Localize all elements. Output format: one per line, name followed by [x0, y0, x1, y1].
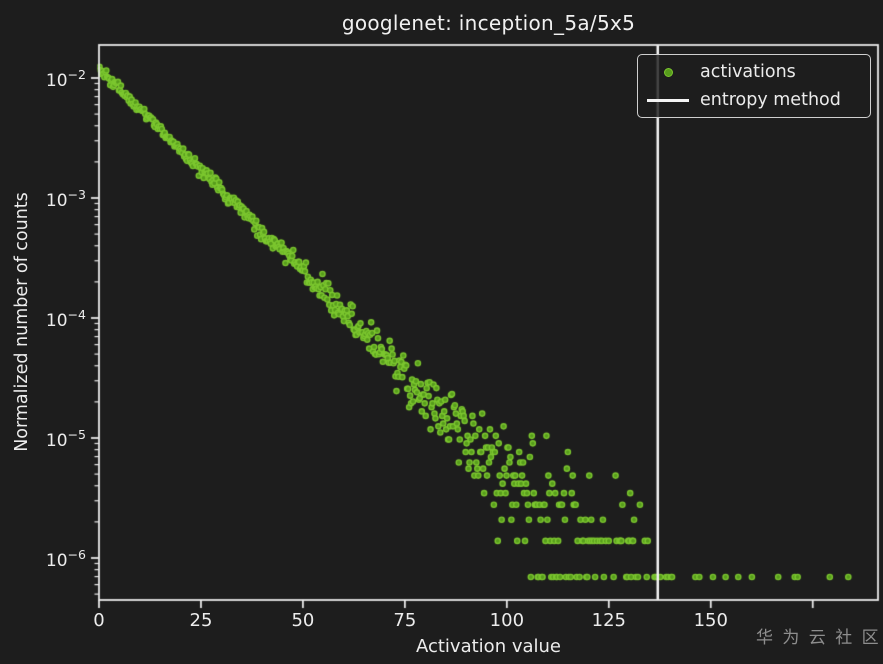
legend-label-entropy-method: entropy method: [700, 90, 841, 110]
x-axis-label: Activation value: [415, 636, 561, 657]
x-tick-label: 75: [393, 610, 417, 631]
x-tick-label: 125: [591, 610, 626, 631]
legend-label-activations: activations: [700, 62, 796, 82]
x-tick-label: 100: [489, 610, 525, 631]
legend-item-entropy-method: entropy method: [644, 87, 866, 113]
y-tick-label: 10−2: [45, 67, 86, 91]
chart-title: googlenet: inception_5a/5x5: [341, 11, 636, 35]
y-tick-label: 10−6: [45, 547, 86, 571]
legend-item-activations: activations: [644, 59, 866, 85]
y-tick-label: 10−5: [45, 427, 86, 451]
legend: activations entropy method: [637, 54, 871, 118]
x-tick-label: 50: [291, 610, 315, 631]
x-tick-label: 150: [693, 610, 728, 631]
watermark: 华 为 云 社 区: [756, 628, 881, 648]
activations-dot-icon: [663, 67, 673, 77]
legend-marker-box: [644, 67, 692, 77]
y-tick-label: 10−4: [45, 307, 86, 331]
entropy-line-icon: [647, 98, 689, 102]
x-tick-label: 25: [189, 610, 213, 631]
y-tick-label: 10−3: [45, 187, 86, 211]
x-tick-label: 0: [93, 610, 105, 631]
legend-marker-box: [644, 98, 692, 102]
